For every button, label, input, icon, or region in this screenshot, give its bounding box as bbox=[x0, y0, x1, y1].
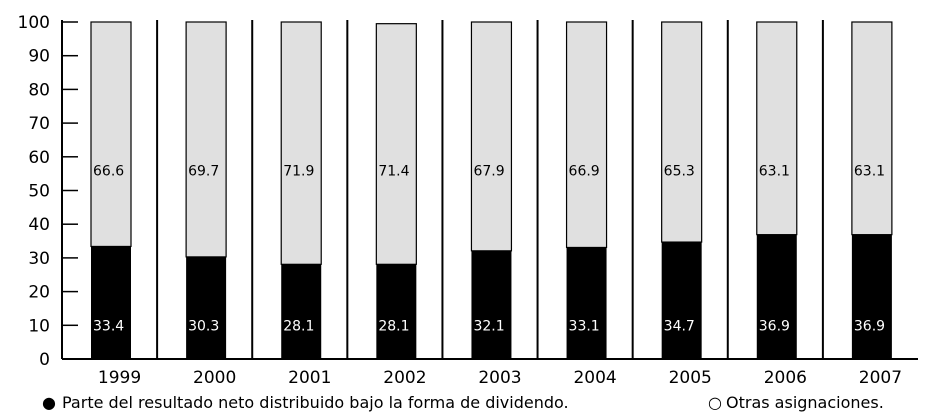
bar-segment-dividend bbox=[471, 250, 512, 359]
bar-value-label: 34.7 bbox=[664, 318, 695, 334]
bar-value-label: 66.9 bbox=[569, 163, 600, 179]
x-tick-label: 2002 bbox=[383, 368, 426, 388]
bar-segment-dividend bbox=[851, 234, 892, 359]
y-tick-label: 0 bbox=[39, 350, 50, 370]
bar-segment-other bbox=[375, 23, 417, 265]
bar-segment-other bbox=[470, 21, 513, 252]
y-tick-label: 70 bbox=[28, 114, 50, 134]
bar-value-label: 28.1 bbox=[378, 318, 409, 334]
bar-value-label: 36.9 bbox=[759, 318, 790, 334]
bar-segment-dividend bbox=[186, 256, 227, 359]
bar-segment-dividend bbox=[756, 234, 797, 359]
y-tick-label: 40 bbox=[28, 215, 50, 235]
x-tick-label: 2004 bbox=[573, 368, 616, 388]
bar-segment-dividend bbox=[661, 242, 702, 359]
bar-value-label: 65.3 bbox=[664, 163, 695, 179]
bar-value-label: 69.7 bbox=[188, 163, 219, 179]
bar-value-label: 28.1 bbox=[283, 318, 314, 334]
bar-value-label: 71.4 bbox=[378, 163, 409, 179]
bar-value-label: 63.1 bbox=[854, 163, 885, 179]
y-tick-label: 30 bbox=[28, 249, 50, 269]
bar-value-label: 67.9 bbox=[473, 163, 504, 179]
x-tick-label: 2007 bbox=[859, 368, 902, 388]
bar-value-label: 63.1 bbox=[759, 163, 790, 179]
bar-segment-other bbox=[280, 21, 322, 265]
bar-value-label: 32.1 bbox=[473, 318, 504, 334]
legend-marker-dividend: ● bbox=[42, 393, 56, 412]
x-tick-label: 2001 bbox=[288, 368, 331, 388]
bar-segment-dividend bbox=[566, 247, 607, 359]
x-tick-label: 2003 bbox=[478, 368, 521, 388]
x-tick-label: 2005 bbox=[669, 368, 712, 388]
bar-segment-dividend bbox=[281, 264, 322, 359]
y-tick-label: 10 bbox=[28, 316, 50, 336]
x-tick-label: 2000 bbox=[193, 368, 236, 388]
bar-value-label: 71.9 bbox=[283, 163, 314, 179]
legend-label-dividend: Parte del resultado neto distribuido baj… bbox=[62, 393, 569, 412]
legend-label-other: Otras asignaciones. bbox=[726, 393, 884, 412]
bar-segment-other bbox=[185, 21, 227, 258]
bar-value-label: 36.9 bbox=[854, 318, 885, 334]
bar-segment-dividend bbox=[91, 246, 131, 359]
bar-segment-other bbox=[90, 21, 132, 248]
bar-segment-other bbox=[851, 21, 893, 236]
legend-marker-other: ○ bbox=[708, 393, 722, 412]
y-tick-label: 80 bbox=[28, 80, 50, 100]
y-tick-label: 90 bbox=[28, 47, 50, 67]
bar-value-label: 33.1 bbox=[569, 318, 600, 334]
x-tick-label: 2006 bbox=[764, 368, 807, 388]
bar-segment-other bbox=[565, 21, 608, 249]
bar-value-label: 30.3 bbox=[188, 318, 219, 334]
y-tick-label: 100 bbox=[18, 13, 50, 33]
x-tick-label: 1999 bbox=[98, 368, 141, 388]
y-tick-label: 60 bbox=[28, 148, 50, 168]
y-tick-label: 20 bbox=[28, 283, 50, 303]
bar-segment-other bbox=[756, 21, 798, 236]
y-tick-label: 50 bbox=[28, 182, 50, 202]
bar-segment-dividend bbox=[376, 264, 417, 359]
bar-value-label: 66.6 bbox=[93, 163, 124, 179]
bar-value-label: 33.4 bbox=[93, 318, 124, 334]
bar-segment-other bbox=[661, 21, 703, 243]
